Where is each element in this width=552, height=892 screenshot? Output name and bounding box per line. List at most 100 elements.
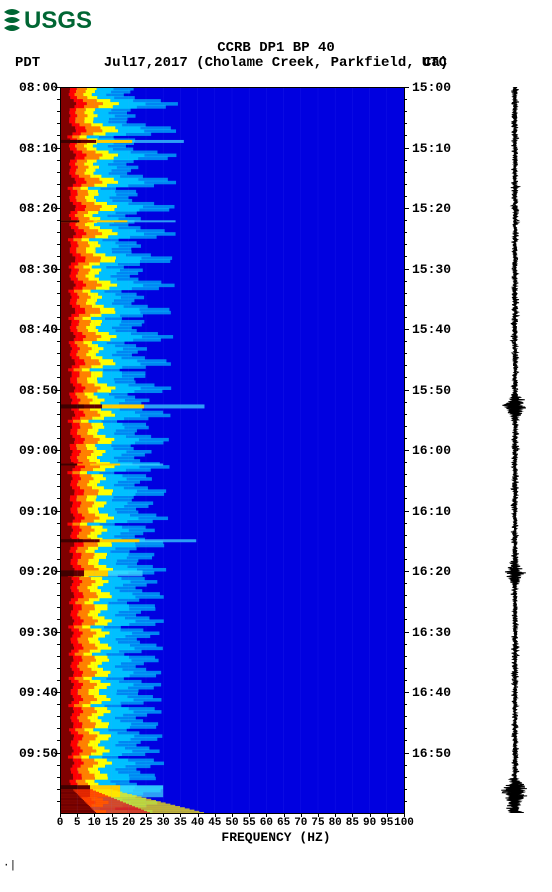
y-minor-tick xyxy=(57,293,60,294)
y-minor-tick xyxy=(57,486,60,487)
y-minor-tick xyxy=(404,341,407,342)
y-minor-tick xyxy=(404,438,407,439)
y-minor-tick xyxy=(57,426,60,427)
y-minor-tick xyxy=(404,99,407,100)
y-tick xyxy=(55,87,60,88)
y-right-label: 15:40 xyxy=(412,322,456,337)
x-tick xyxy=(387,813,388,817)
usgs-logo: USGS xyxy=(2,4,96,39)
y-minor-tick xyxy=(57,535,60,536)
x-tick xyxy=(335,813,336,817)
y-minor-tick xyxy=(57,438,60,439)
y-minor-tick xyxy=(404,619,407,620)
y-minor-tick xyxy=(57,559,60,560)
y-right-label: 15:50 xyxy=(412,383,456,398)
y-left-label: 09:00 xyxy=(14,443,58,458)
y-minor-tick xyxy=(404,595,407,596)
y-right-label: 16:00 xyxy=(412,443,456,458)
y-left-label: 08:30 xyxy=(14,262,58,277)
chart-title: CCRB DP1 BP 40 xyxy=(0,40,552,56)
y-minor-tick xyxy=(57,244,60,245)
y-minor-tick xyxy=(404,220,407,221)
y-minor-tick xyxy=(404,607,407,608)
y-minor-tick xyxy=(57,777,60,778)
y-minor-tick xyxy=(404,498,407,499)
y-minor-tick xyxy=(57,462,60,463)
y-minor-tick xyxy=(57,474,60,475)
y-minor-tick xyxy=(57,607,60,608)
y-left-label: 09:50 xyxy=(14,746,58,761)
y-right-label: 16:20 xyxy=(412,564,456,579)
y-minor-tick xyxy=(57,172,60,173)
y-minor-tick xyxy=(404,305,407,306)
x-tick xyxy=(129,813,130,817)
y-minor-tick xyxy=(404,317,407,318)
y-tick xyxy=(55,692,60,693)
y-minor-tick xyxy=(404,462,407,463)
y-minor-tick xyxy=(57,256,60,257)
y-minor-tick xyxy=(57,341,60,342)
x-tick xyxy=(112,813,113,817)
x-tick xyxy=(180,813,181,817)
y-minor-tick xyxy=(57,668,60,669)
y-minor-tick xyxy=(57,740,60,741)
y-minor-tick xyxy=(404,196,407,197)
y-minor-tick xyxy=(404,716,407,717)
x-tick xyxy=(94,813,95,817)
y-minor-tick xyxy=(57,704,60,705)
y-minor-tick xyxy=(57,547,60,548)
y-minor-tick xyxy=(57,196,60,197)
y-minor-tick xyxy=(404,704,407,705)
y-minor-tick xyxy=(404,656,407,657)
y-left-label: 08:10 xyxy=(14,141,58,156)
x-tick xyxy=(352,813,353,817)
x-tick xyxy=(163,813,164,817)
y-minor-tick xyxy=(404,801,407,802)
y-minor-tick xyxy=(404,547,407,548)
y-minor-tick xyxy=(404,789,407,790)
y-tick xyxy=(55,269,60,270)
y-minor-tick xyxy=(404,765,407,766)
right-timezone-label: UTC xyxy=(422,55,447,71)
y-minor-tick xyxy=(57,595,60,596)
y-minor-tick xyxy=(57,135,60,136)
x-tick xyxy=(77,813,78,817)
y-left-label: 08:20 xyxy=(14,201,58,216)
y-minor-tick xyxy=(404,365,407,366)
y-tick xyxy=(404,329,409,330)
y-tick xyxy=(55,511,60,512)
y-tick xyxy=(404,571,409,572)
y-tick xyxy=(404,632,409,633)
x-axis-label: FREQUENCY (HZ) xyxy=(0,830,552,845)
y-left-label: 09:20 xyxy=(14,564,58,579)
y-minor-tick xyxy=(404,232,407,233)
y-minor-tick xyxy=(57,716,60,717)
y-minor-tick xyxy=(404,777,407,778)
y-minor-tick xyxy=(404,523,407,524)
y-right-label: 16:50 xyxy=(412,746,456,761)
x-tick xyxy=(370,813,371,817)
axis-left xyxy=(60,87,61,813)
y-minor-tick xyxy=(404,644,407,645)
y-minor-tick xyxy=(404,135,407,136)
y-minor-tick xyxy=(57,801,60,802)
y-minor-tick xyxy=(404,244,407,245)
y-minor-tick xyxy=(57,281,60,282)
y-left-label: 09:40 xyxy=(14,685,58,700)
y-right-label: 16:30 xyxy=(412,625,456,640)
y-minor-tick xyxy=(57,232,60,233)
y-minor-tick xyxy=(57,619,60,620)
y-tick xyxy=(404,208,409,209)
y-right-label: 15:30 xyxy=(412,262,456,277)
y-minor-tick xyxy=(404,172,407,173)
y-minor-tick xyxy=(57,111,60,112)
y-tick xyxy=(404,753,409,754)
y-minor-tick xyxy=(404,728,407,729)
y-minor-tick xyxy=(57,789,60,790)
y-left-label: 08:50 xyxy=(14,383,58,398)
y-minor-tick xyxy=(57,220,60,221)
y-tick xyxy=(404,269,409,270)
y-right-label: 16:10 xyxy=(412,504,456,519)
y-right-label: 15:10 xyxy=(412,141,456,156)
footer-mark: ·| xyxy=(3,860,16,872)
